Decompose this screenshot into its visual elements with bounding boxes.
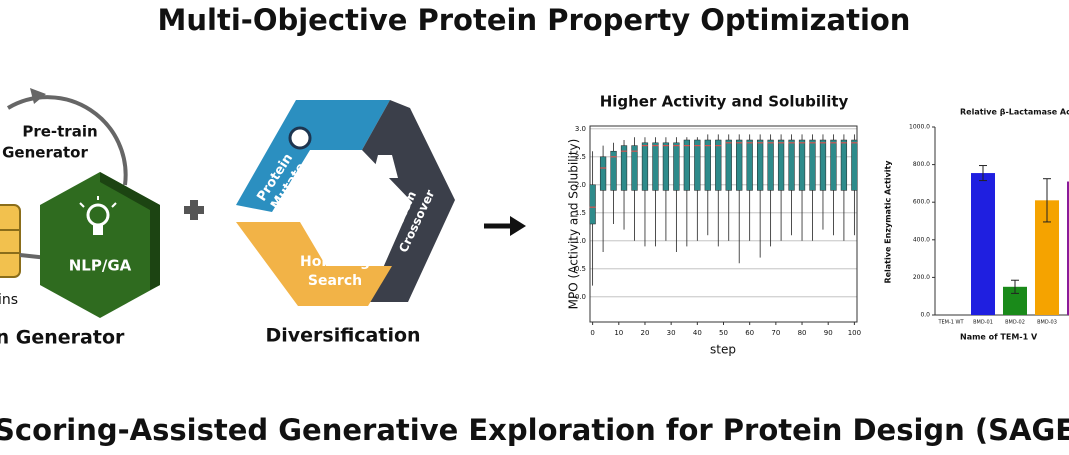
x-tick-label: 80 [798,329,807,337]
arrow-head [30,88,46,104]
bulb-icon [79,196,117,235]
plus [184,200,204,220]
x-tick-label: 20 [641,329,650,337]
x-axis-label: Name of TEM-1 V [960,333,1038,342]
x-tick-label: BMD-01 [973,320,993,326]
y-tick-label: 0.5 [575,265,586,273]
y-tick-label: 1000.0 [909,124,930,131]
flask-icon [372,155,398,178]
y-tick-label: 0.0 [920,312,930,319]
generator-label: n Generator [0,327,125,349]
core-label: NLP/GA [69,257,132,275]
footer: Scoring-Assisted Generative Exploration … [0,413,1069,447]
box [641,142,649,191]
box [599,156,607,191]
x-tick-label: 10 [614,329,623,337]
title: Multi-Objective Protein Property Optimiz… [158,3,911,37]
box [725,139,732,191]
crossover-band [362,100,455,302]
box [798,139,806,191]
x-tick-label: 90 [824,329,833,337]
box [830,139,837,191]
y-tick-label: 600.0 [913,199,930,206]
pretrain-line: Generator [2,144,88,162]
x-tick-label: 0 [590,329,594,337]
x-axis-label: step [710,343,736,357]
y-tick-label: 400.0 [913,236,930,243]
x-tick-label: 50 [719,329,728,337]
y-axis-label: MPO (Activity and Solubility) [567,139,581,310]
y-tick-label: 800.0 [913,161,930,168]
homolog-band [236,222,392,306]
box [777,139,785,191]
y-tick-label: 1.5 [575,209,586,217]
x-tick-label: 100 [848,329,861,337]
source-label: ins [0,292,18,308]
box [767,139,774,191]
y-tick-label: 0.0 [575,293,586,301]
homolog-line: Search [308,273,362,289]
box [736,139,743,191]
bar [971,173,995,315]
y-tick-label: 2.0 [575,181,586,189]
bar [1067,181,1069,315]
y-axis-label: Relative Enzymatic Activity [884,160,893,284]
pretrain-line: Pre-train [22,123,97,141]
box [851,139,858,191]
y-tick-label: 3.0 [575,125,586,133]
x-tick-label: 60 [745,329,754,337]
x-tick-label: BMD-03 [1037,320,1057,326]
plot-frame [589,125,858,323]
box [704,139,711,191]
box [694,139,701,191]
x-tick-label: 40 [693,329,702,337]
y-tick-label: 1.0 [575,237,586,245]
box [610,150,617,191]
x-tick-label: 30 [667,329,676,337]
box [788,139,795,191]
box [683,139,690,191]
box [819,139,827,191]
x-tick-label: BMD-02 [1005,320,1025,326]
hexagon-edge [100,172,160,290]
cycle-arrow [6,95,128,186]
arrow-head [510,216,526,236]
database-icon [0,204,21,278]
box [746,139,753,191]
box [809,139,816,191]
x-tick-label: 70 [771,329,780,337]
y-tick-label: 2.5 [575,153,586,161]
mutate-band [236,100,390,212]
x-tick-label: TEM-1 WT [937,320,964,326]
box [652,142,659,191]
search-icon [288,126,312,150]
box [662,142,670,191]
box [840,139,848,191]
diversification-label: Diversification [265,325,420,347]
box [715,139,722,191]
hexagon [40,172,160,318]
box [620,145,628,191]
box [673,142,680,191]
homolog-line: Homolog [300,254,370,270]
y-tick-label: 200.0 [913,274,930,281]
box [589,184,596,225]
chart-title: Relative β-Lactamase Activ [960,108,1069,117]
box [757,139,764,191]
box [631,145,638,191]
chart-title: Higher Activity and Solubility [600,93,849,111]
